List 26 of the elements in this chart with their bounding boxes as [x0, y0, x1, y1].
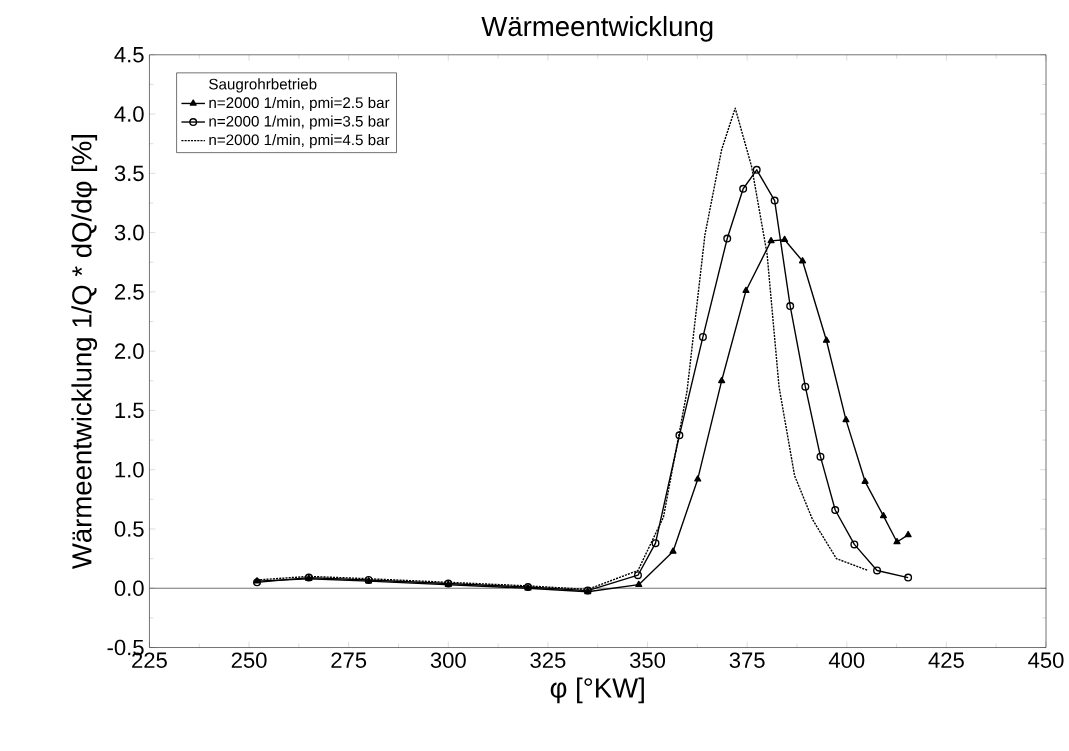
y-tick-label: 2.0: [115, 343, 144, 359]
legend-label: n=2000 1/min, pmi=3.5 bar: [209, 115, 390, 130]
x-axis-title: φ [°KW]: [550, 677, 644, 704]
legend-title: Saugrohrbetrieb: [209, 78, 317, 93]
x-tick-label: 350: [629, 652, 666, 668]
x-tick-label: 275: [331, 652, 367, 668]
y-axis-title: Wärmeentwicklung 1/Q * dQ/dφ [%]: [71, 135, 98, 570]
legend-label: n=2000 1/min, pmi=2.5 bar: [209, 96, 390, 111]
y-tick-label: 4.0: [114, 106, 144, 122]
x-tick-label: 425: [928, 652, 964, 668]
y-tick-label: 4.5: [114, 47, 144, 63]
y-tick-label: 2.5: [115, 284, 144, 300]
y-tick-label: 3.5: [114, 165, 144, 182]
y-tick-label: 0.5: [114, 521, 144, 537]
chart-title: Wärmeentwicklung: [481, 15, 713, 42]
x-tick-label: 400: [828, 652, 865, 668]
x-tick-label: 250: [231, 652, 267, 668]
x-tick-label: 325: [530, 652, 566, 668]
x-tick-label: 375: [729, 652, 765, 668]
legend-label: n=2000 1/min, pmi=4.5 bar: [209, 134, 390, 149]
y-tick-label: 0.0: [114, 580, 144, 596]
x-tick-label: 300: [430, 652, 466, 668]
y-tick-label: 1.0: [115, 461, 144, 478]
x-tick-label: 450: [1028, 652, 1064, 668]
y-tick-label: 1.5: [115, 402, 144, 419]
y-tick-label: 3.0: [114, 224, 144, 241]
